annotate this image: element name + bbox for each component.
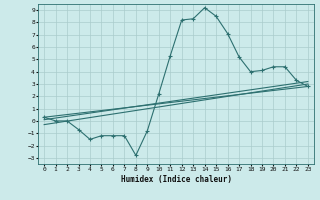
X-axis label: Humidex (Indice chaleur): Humidex (Indice chaleur) <box>121 175 231 184</box>
